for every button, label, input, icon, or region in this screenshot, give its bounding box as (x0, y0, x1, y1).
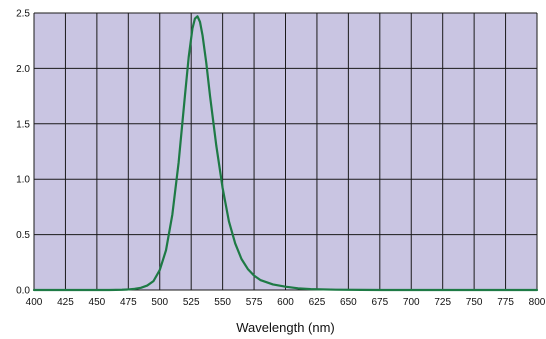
x-tick-label: 700 (403, 297, 420, 308)
x-tick-label: 475 (120, 297, 137, 308)
x-tick-label: 600 (277, 297, 294, 308)
x-tick-label: 800 (529, 297, 546, 308)
y-tick-label: 1.0 (16, 175, 30, 186)
y-tick-label: 2.5 (16, 9, 30, 20)
x-tick-labels: 400 425 450 475 500 525 550 575 600 625 650 675 700 7… (26, 297, 546, 308)
x-tick-label: 450 (89, 297, 106, 308)
x-tick-label: 525 (183, 297, 200, 308)
x-tick-label: 575 (246, 297, 263, 308)
x-tick-label: 650 (340, 297, 357, 308)
series-line (32, 15, 539, 292)
x-tick-label: 725 (434, 297, 451, 308)
x-tick-label: 750 (466, 297, 483, 308)
x-tick-label: 775 (497, 297, 514, 308)
y-tick-label: 2.0 (16, 64, 30, 75)
y-tick-label: 1.5 (16, 119, 30, 130)
grid-lines (33, 12, 538, 291)
x-tick-label: 425 (57, 297, 74, 308)
y-tick-label: 0.5 (16, 230, 30, 241)
x-tick-label: 625 (309, 297, 326, 308)
y-tick-label: 0.0 (16, 286, 30, 297)
x-tick-label: 550 (214, 297, 231, 308)
series-layer (32, 15, 539, 292)
x-tick-label: 500 (151, 297, 168, 308)
y-tick-labels: 0.0 0.5 1.0 1.5 2.0 2.5 (16, 9, 30, 297)
x-tick-label: 400 (26, 297, 43, 308)
x-axis-title: Wavelength (nm) (236, 320, 335, 335)
x-tick-label: 675 (371, 297, 388, 308)
